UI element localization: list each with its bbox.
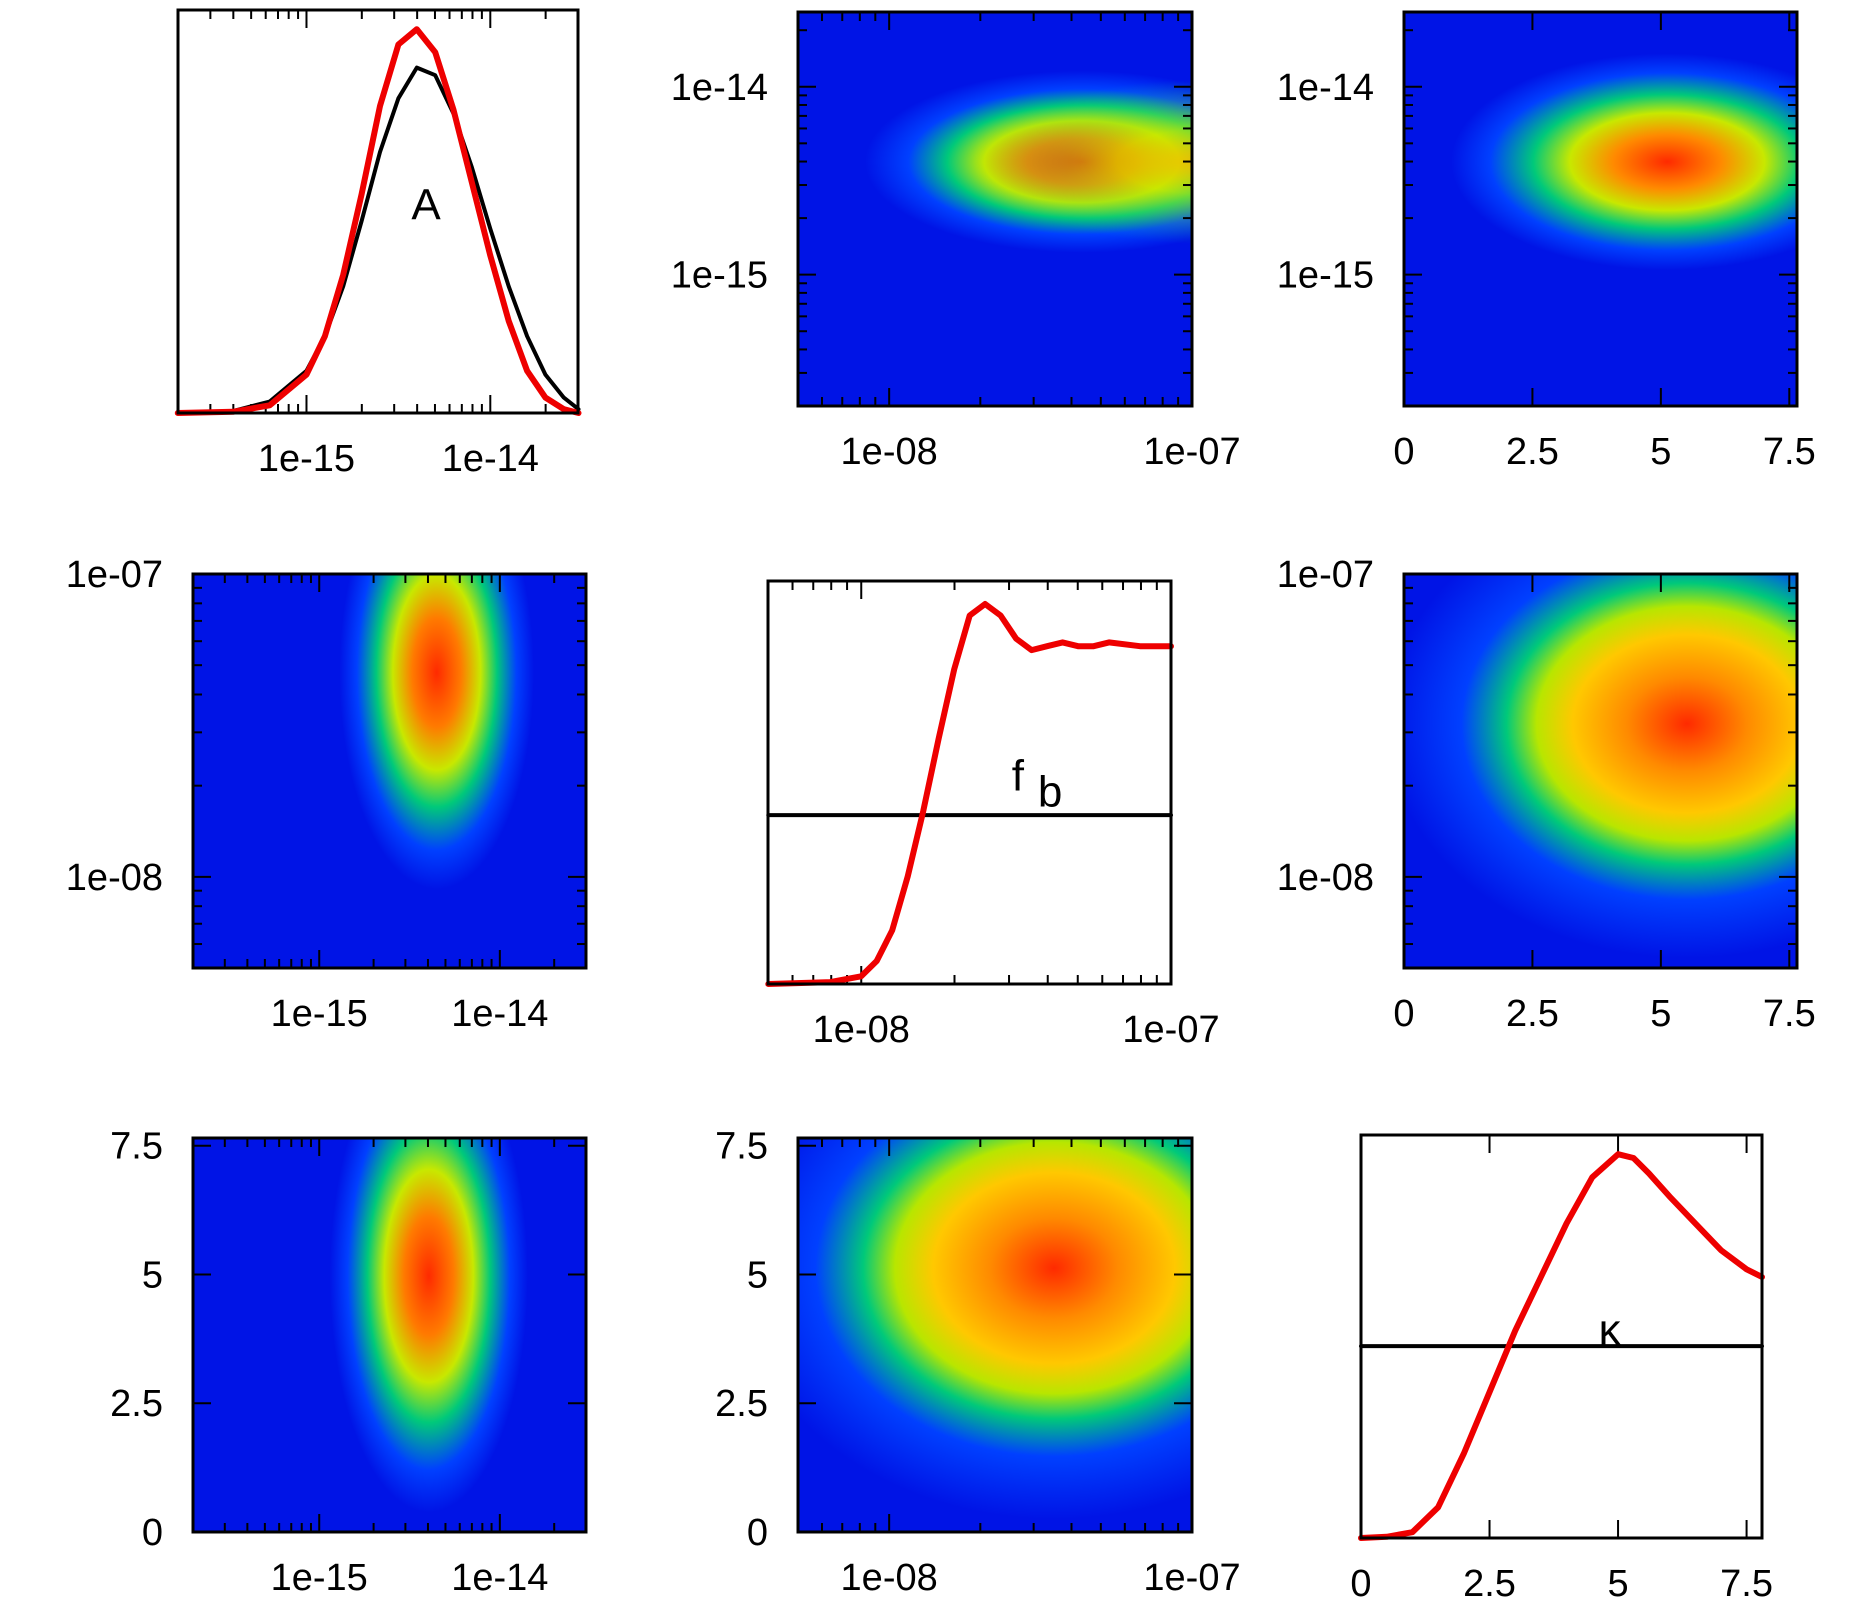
x-tick-label: 7.5 xyxy=(1720,1563,1773,1605)
y-tick-label: 1e-14 xyxy=(1277,67,1374,109)
x-tick-label: 5 xyxy=(1650,993,1671,1035)
x-tick-label: 1e-07 xyxy=(1122,1009,1219,1051)
y-tick-label: 1e-07 xyxy=(1277,554,1374,596)
param-label: κ xyxy=(1599,1306,1622,1355)
panel-frame xyxy=(176,8,580,415)
panel-frame xyxy=(1359,1133,1764,1540)
y-tick-label: 2.5 xyxy=(110,1383,163,1425)
x-tick-label: 5 xyxy=(1650,431,1671,473)
x-tick-label: 7.5 xyxy=(1763,993,1816,1035)
panel-frame xyxy=(191,1136,588,1534)
x-tick-label: 1e-07 xyxy=(1143,1557,1240,1599)
x-tick-label: 1e-15 xyxy=(258,438,355,480)
density-field xyxy=(798,1138,1192,1532)
density-field xyxy=(798,12,1192,406)
y-tick-label: 7.5 xyxy=(110,1126,163,1168)
y-tick-label: 1e-07 xyxy=(66,554,163,596)
histogram-background xyxy=(768,581,1171,984)
panel-2d-fb-A: 1e-15 1e-14 1e-07 1e-08 xyxy=(66,554,588,1035)
y-tick-label: 5 xyxy=(142,1254,163,1296)
histogram-background xyxy=(178,10,578,413)
histogram-background xyxy=(1361,1135,1762,1538)
x-tick-label: 1e-15 xyxy=(271,1557,368,1599)
panel-2d-kappa-fb: 1e-08 1e-07 7.5 5 2.5 0 xyxy=(715,1126,1240,1599)
y-tick-label: 0 xyxy=(747,1512,768,1554)
x-tick-label: 1e-08 xyxy=(841,1557,938,1599)
x-tick-label: 0 xyxy=(1350,1563,1371,1605)
x-tick-label: 1e-14 xyxy=(451,1557,548,1599)
series-posterior xyxy=(765,601,1174,987)
x-tick-label: 1e-14 xyxy=(451,993,548,1035)
panel-hist-fb: 1e-08 1e-07 f b xyxy=(765,579,1220,1051)
x-tick-label: 1e-14 xyxy=(442,438,539,480)
y-tick-label: 2.5 xyxy=(715,1383,768,1425)
density-field xyxy=(193,574,586,968)
param-label: f xyxy=(1012,752,1025,801)
y-tick-label: 1e-08 xyxy=(1277,857,1374,899)
x-tick-label: 2.5 xyxy=(1506,993,1559,1035)
param-label-subscript: b xyxy=(1038,768,1062,817)
x-tick-label: 0 xyxy=(1393,993,1414,1035)
param-label: A xyxy=(411,181,441,230)
panel-2d-fb-kappa: 0 2.5 5 7.5 1e-07 1e-08 xyxy=(1277,554,1816,1035)
panel-frame xyxy=(766,579,1173,986)
y-tick-label: 7.5 xyxy=(715,1126,768,1168)
density-field xyxy=(193,1138,586,1532)
x-tick-label: 2.5 xyxy=(1506,431,1559,473)
x-tick-label: 7.5 xyxy=(1763,431,1816,473)
x-tick-label: 2.5 xyxy=(1463,1563,1516,1605)
y-tick-label: 5 xyxy=(747,1254,768,1296)
series-red xyxy=(174,26,582,416)
x-tick-label: 0 xyxy=(1393,431,1414,473)
panel-2d-A-kappa: 0 2.5 5 7.5 1e-14 1e-15 xyxy=(1277,10,1816,473)
y-tick-label: 0 xyxy=(142,1512,163,1554)
density-field xyxy=(1404,574,1797,968)
x-tick-label: 5 xyxy=(1607,1563,1628,1605)
panel-frame xyxy=(1402,10,1799,408)
y-tick-label: 1e-15 xyxy=(1277,255,1374,297)
series-posterior xyxy=(1358,1151,1765,1541)
panel-2d-A-fb: 1e-08 1e-07 1e-14 1e-15 xyxy=(671,10,1241,473)
panel-frame xyxy=(191,572,588,970)
x-tick-label: 1e-07 xyxy=(1143,431,1240,473)
y-tick-label: 1e-15 xyxy=(671,255,768,297)
density-field xyxy=(1404,12,1797,406)
panel-2d-kappa-A: 1e-15 1e-14 7.5 5 2.5 0 xyxy=(110,1126,588,1599)
x-tick-label: 1e-15 xyxy=(271,993,368,1035)
y-tick-label: 1e-14 xyxy=(671,67,768,109)
panel-frame xyxy=(796,1136,1194,1534)
y-tick-label: 1e-08 xyxy=(66,857,163,899)
panel-hist-kappa: 0 2.5 5 7.5 κ xyxy=(1350,1133,1773,1605)
panel-hist-A: 1e-15 1e-14 A xyxy=(174,8,582,480)
x-tick-label: 1e-08 xyxy=(813,1009,910,1051)
panel-frame xyxy=(796,10,1194,408)
x-tick-label: 1e-08 xyxy=(841,431,938,473)
panel-frame xyxy=(1402,572,1799,970)
